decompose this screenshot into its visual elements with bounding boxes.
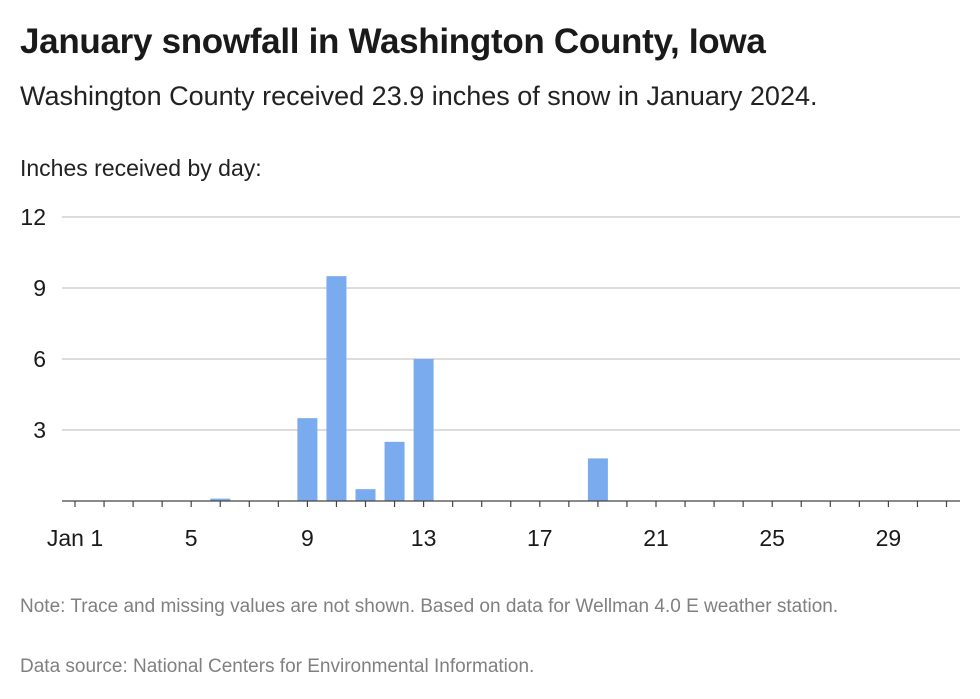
y-axis-label: Inches received by day:: [20, 155, 262, 181]
x-axis: Jan 1 5 9 13 17 21 25 29: [47, 500, 960, 551]
chart-title: January snowfall in Washington County, I…: [20, 22, 766, 61]
x-tick-label-17: 17: [527, 525, 553, 551]
bars: [210, 276, 608, 501]
gridlines: [62, 216, 960, 431]
x-tick-label-29: 29: [876, 525, 902, 551]
y-tick-label-3: 3: [33, 417, 46, 443]
x-tick-label-5: 5: [185, 525, 198, 551]
x-tick-label-9: 9: [301, 525, 314, 551]
bar-day-19: [587, 458, 608, 501]
chart-note: Note: Trace and missing values are not s…: [20, 596, 839, 617]
bar-day-12: [384, 441, 405, 501]
x-tick-label-21: 21: [643, 525, 669, 551]
y-tick-labels: 3 6 9 12: [20, 204, 46, 443]
chart-subtitle: Washington County received 23.9 inches o…: [20, 81, 818, 111]
snowfall-bar-chart: 3 6 9 12 Jan 1 5 9 13 17 21 25 29: [20, 204, 960, 551]
bar-day-13: [413, 359, 434, 501]
bar-day-6: [210, 498, 231, 501]
x-tick-label-25: 25: [759, 525, 785, 551]
bar-day-11: [355, 489, 376, 501]
bar-day-9: [297, 418, 318, 501]
x-tick-label-1: Jan 1: [47, 525, 103, 551]
bar-day-10: [326, 276, 347, 501]
data-source: Data source: National Centers for Enviro…: [20, 656, 535, 677]
y-tick-label-9: 9: [33, 275, 46, 301]
y-tick-label-6: 6: [33, 346, 46, 372]
x-tick-label-13: 13: [411, 525, 437, 551]
y-tick-label-12: 12: [20, 204, 46, 230]
